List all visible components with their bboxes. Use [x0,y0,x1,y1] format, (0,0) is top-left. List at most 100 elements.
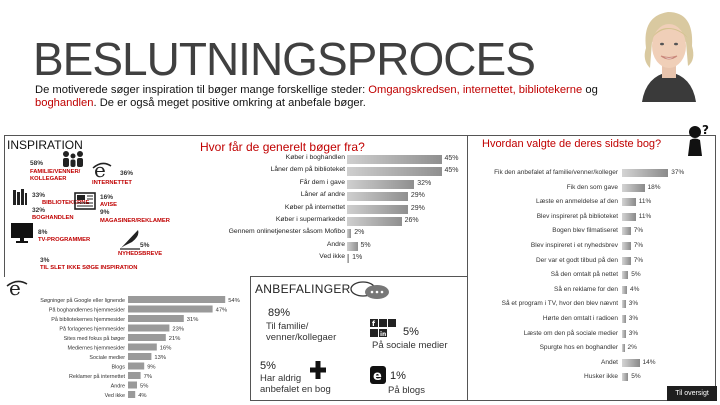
inet-bar-value: 47% [216,308,228,314]
intro-highlight-1: Omgangskredsen, internettet, biblioteker… [368,84,583,96]
right-bar [622,183,645,192]
insp-none-pct: 3% [40,257,50,264]
right-bar-value: 7% [633,227,644,235]
right-bar-value: 14% [642,358,656,366]
mid-bar [347,241,358,251]
last-book-panel-border [468,135,716,401]
presenter-portrait [642,12,696,102]
insp-magazine-label: MAGASINER/REKLAMER [100,218,170,224]
inet-bar [128,391,136,398]
mid-bar-label: Køber i supermarkedet [275,216,345,223]
right-bar [622,227,631,236]
mid-bar-value: 26% [404,217,419,224]
inspiration-panel-border [4,135,250,277]
inet-bar-value: 16% [160,346,172,352]
right-bar-value: 11% [638,198,652,206]
inspiration-heading: INSPIRATION [7,138,83,152]
thinking-person-icon: ? [688,123,709,156]
mid-bar-label: Låner dem på biblioteket [270,166,345,174]
inet-bar-label: Sociale medier [89,355,125,361]
rec-social-label: På sociale medier [372,340,448,351]
rec-never-pct: 5% [260,360,276,372]
inet-bar-label: Sites med fokus på bøger [64,335,126,342]
inet-bar [128,315,184,322]
inet-bar-label: På forlagenes hjemmesider [59,326,125,333]
family-icon [63,151,83,167]
right-bar [622,198,636,207]
right-bar-value: 7% [633,256,644,264]
inet-bar-value: 4% [138,393,146,399]
mid-bar-value: 29% [410,204,425,212]
right-bar-label: Hørte den omtalt i radioen [542,315,618,322]
inet-bar-value: 5% [140,384,148,390]
insp-library-pct: 33% [32,192,46,199]
svg-text:e: e [373,369,382,384]
right-bar-label: Blev inspireret på biblioteket [536,212,618,220]
right-bar-label: Fik den anbefalet af familie/venner/koll… [494,169,618,176]
right-bar [622,169,669,177]
right-bar [622,256,631,265]
right-bar-value: 5% [631,373,641,381]
rec-blogs-pct: 1% [390,370,406,382]
svg-text:in: in [380,331,386,338]
mid-bar-value: 45% [444,167,459,175]
last-book-question: Hvordan valgte de deres sidste bog? [482,138,662,150]
insp-tv-pct: 8% [38,229,48,236]
inet-bar-label: Andre [111,384,125,390]
inet-bar [128,372,141,379]
right-bar [622,285,627,294]
mid-bar [347,217,402,226]
insp-newsletter-pct: 5% [140,242,150,249]
inet-bar [128,381,137,389]
insp-magazine-pct: 9% [100,209,110,216]
internet-explorer-icon: e [6,278,28,298]
intro-part-2: og [582,84,598,96]
right-bar [622,300,626,309]
right-bar [622,373,629,382]
mid-bar-label: Køber i boghandlen [285,154,345,161]
mid-bar-label: Låner af andre [300,191,345,199]
last-book-chart [0,0,1,1]
overview-button[interactable]: Til oversigt [667,386,717,401]
insp-newspaper-label: AVISE [100,202,117,208]
right-bar [622,358,640,367]
right-bar-label: Der var et godt tilbud på den [535,256,618,264]
right-bar [622,329,626,338]
sources-question: Hvor får de generelt bøger fra? [200,140,365,154]
mid-bar [347,179,415,189]
mid-bar-value: 5% [360,241,371,249]
mid-bar-label: Køber på internettet [284,203,345,211]
mid-bar-value: 45% [444,155,459,162]
insp-bookstore-pct: 32% [32,207,46,214]
insp-internet-pct: 36% [120,170,134,177]
right-bar-value: 3% [628,315,639,322]
insp-family-label: FAMILIE/VENNER/ KOLLEGAER [30,169,81,182]
insp-library-label: BIBLIOTEKERNE [42,200,90,206]
inet-bar-value: 23% [172,327,184,333]
inet-bar-label: På boghandlernes hjemmesider [49,307,125,314]
newsletter-quill-icon [120,230,140,250]
inet-bar-value: 54% [228,298,240,304]
social-media-icon: f in [370,319,396,338]
insp-bookstore-label: BOGHANDLEN [32,215,74,221]
right-bar-value: 5% [631,271,641,279]
recommendations-heading: ANBEFALINGER [255,282,351,296]
inet-bar-label: På bibliotekernes hjemmesider [51,316,125,323]
internet-explorer-icon: e [92,160,112,180]
right-bar-value: 4% [630,285,640,293]
right-bar-label: Så den omtalt på nettet [550,271,618,279]
insp-family-pct: 58% [30,160,44,167]
tv-monitor-icon [11,223,33,243]
rec-family-pct: 89% [268,307,291,319]
mid-bar-value: 2% [354,229,365,237]
newspaper-icon [74,192,96,210]
right-bar-label: Så en reklame for den [554,285,618,293]
mid-bar-label: Får dem i gave [299,178,345,186]
svg-text:?: ? [702,123,709,137]
intro-highlight-2: boghandlen [35,97,94,109]
inet-bar-label: Mediernes hjemmesider [67,346,125,352]
inet-bar-label: Reklamer på internettet [69,373,126,380]
rec-never-label: Har aldrig anbefalet en bog [260,373,331,395]
right-bar-label: Husker ikke [584,373,618,381]
right-bar-label: Læste om den på sociale medier [523,329,618,337]
